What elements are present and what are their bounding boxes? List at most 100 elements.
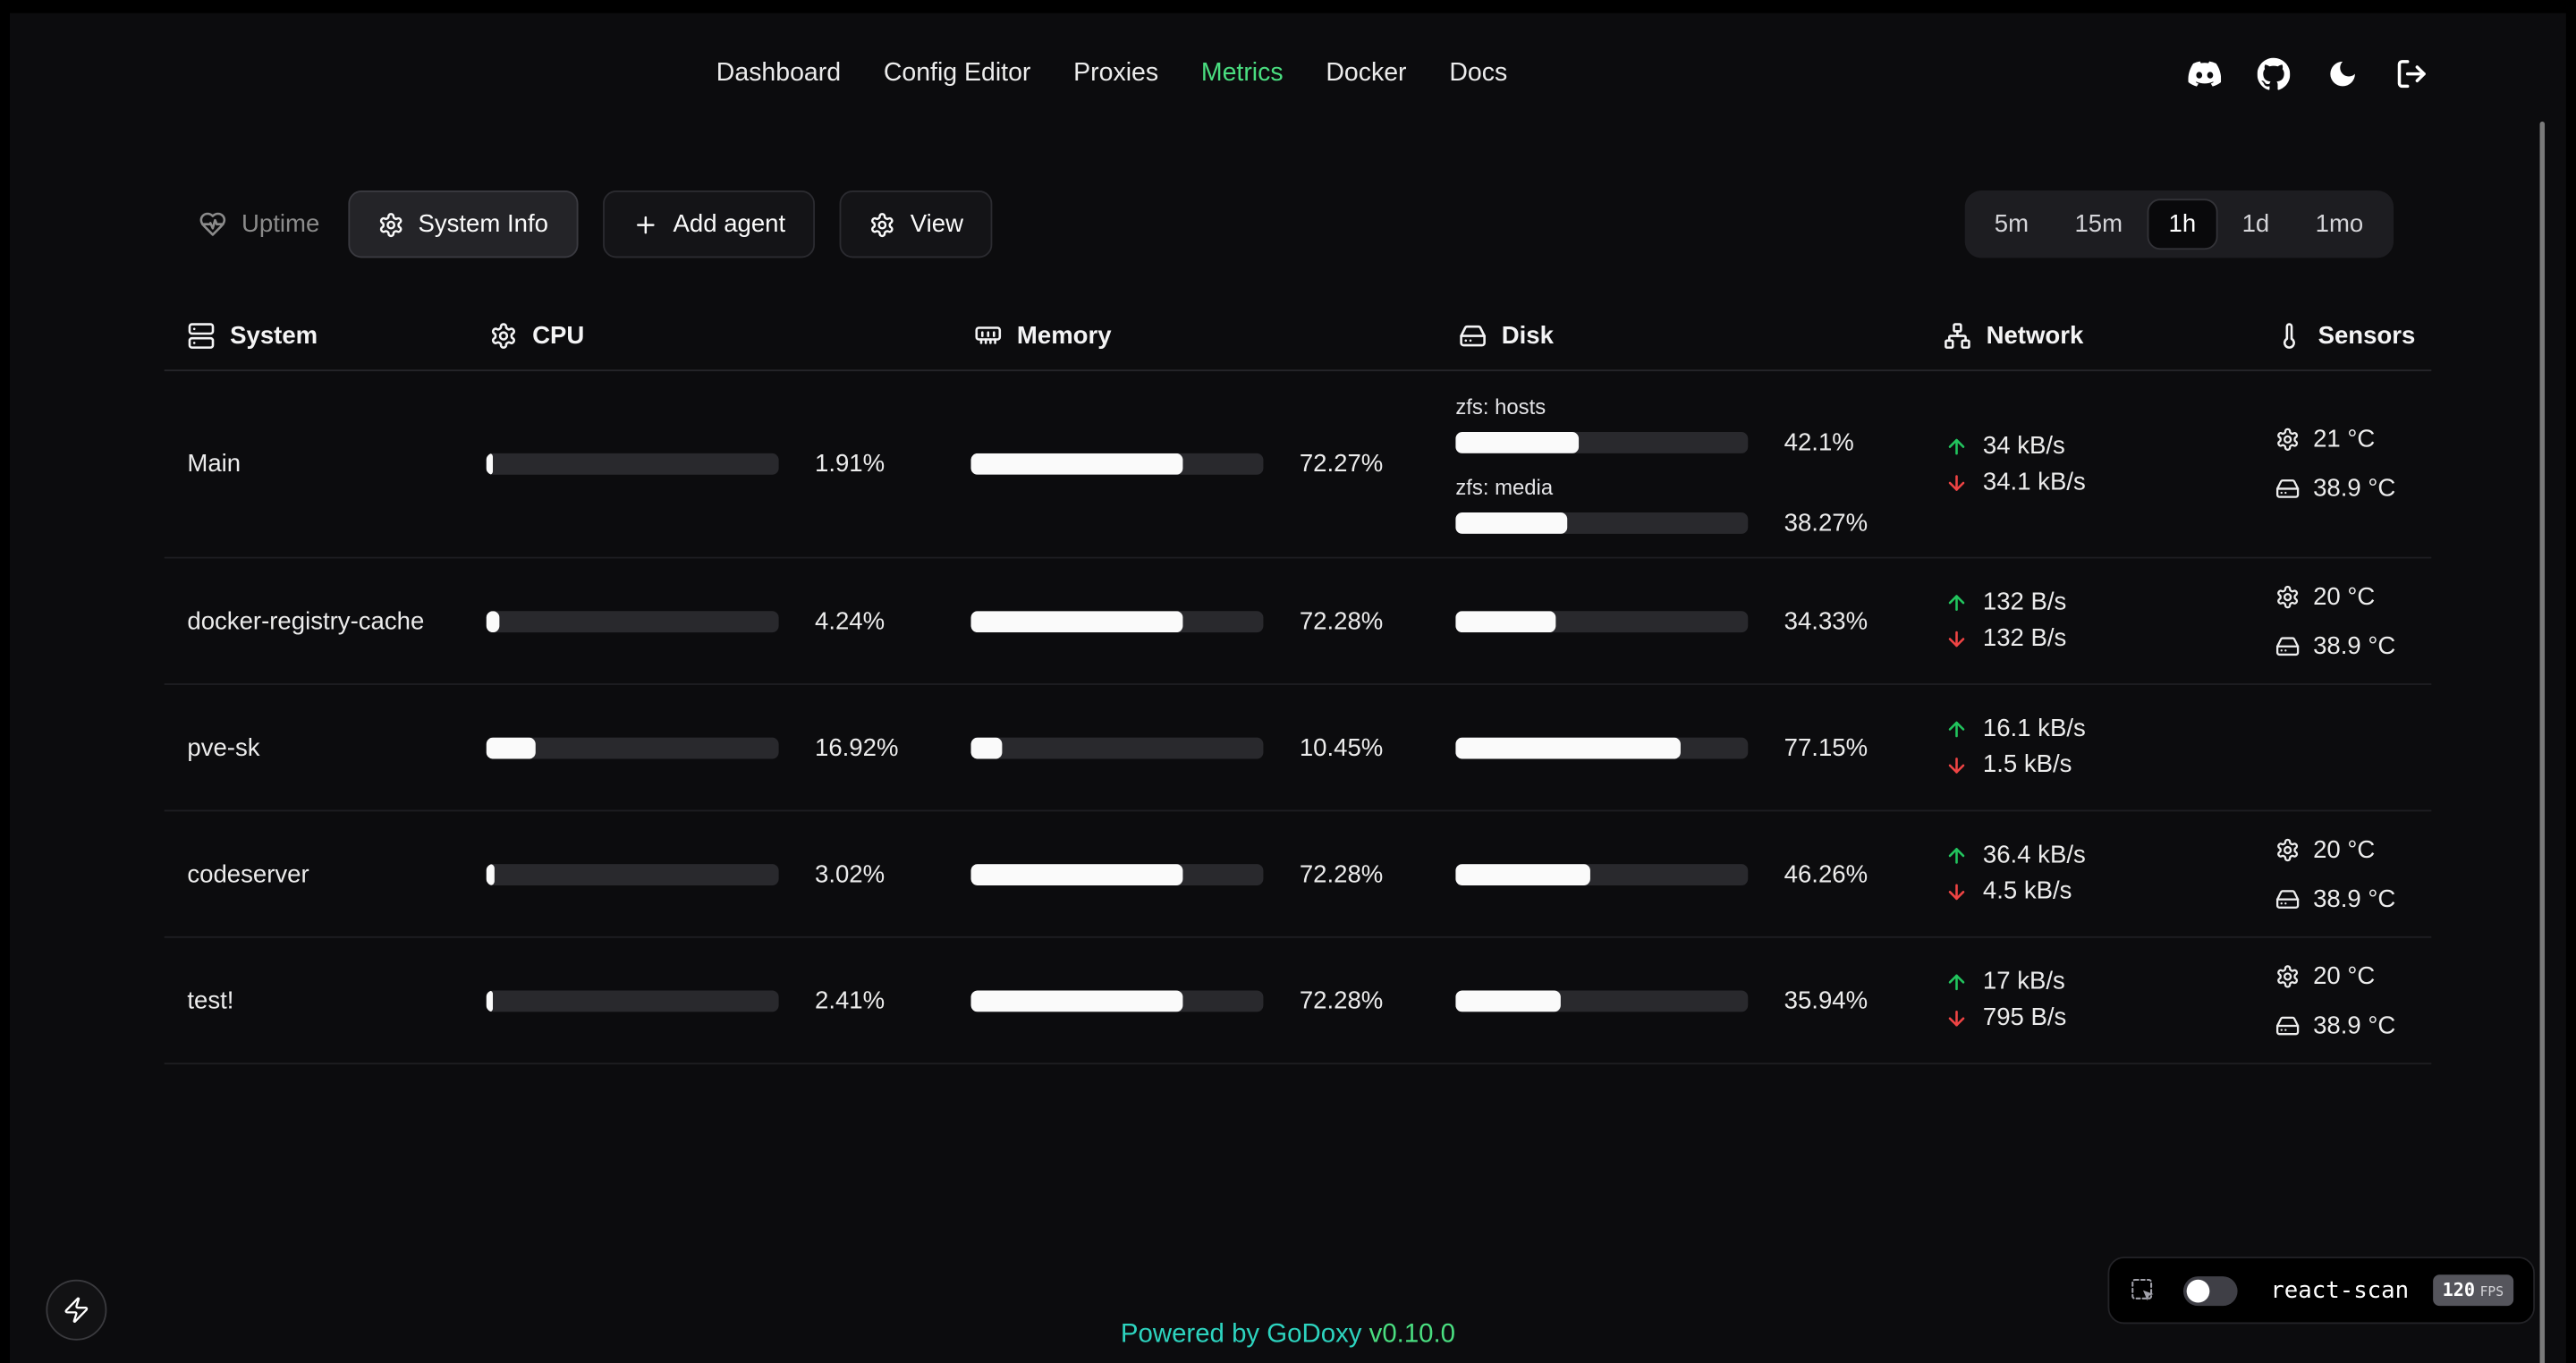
- memory-bar: [970, 610, 1264, 632]
- memory-cell: 10.45%: [970, 733, 1455, 761]
- cpu-value: 1.91%: [815, 450, 886, 478]
- toggle-knob: [2186, 1278, 2210, 1302]
- scrollbar-thumb[interactable]: [2539, 121, 2546, 1363]
- dark-mode-moon-icon[interactable]: [2326, 57, 2360, 90]
- disk-bar: [1455, 512, 1749, 534]
- github-icon[interactable]: [2258, 57, 2291, 90]
- cpu-temp: 21 °C: [2313, 425, 2376, 453]
- network-icon: [1944, 321, 1971, 349]
- time-range-1h[interactable]: 1h: [2147, 199, 2218, 250]
- network-cell: 16.1 kB/s 1.5 kB/s: [1940, 711, 2268, 783]
- disk-temp-icon: [2275, 477, 2301, 502]
- upload-rate: 36.4 kB/s: [1982, 841, 2086, 869]
- cpu-cell: 3.02%: [486, 860, 971, 888]
- cpu-bar: [486, 736, 779, 758]
- cpu-value: 16.92%: [815, 733, 899, 762]
- system-name: pve-sk: [187, 733, 260, 762]
- system-info-label: System Info: [418, 210, 548, 239]
- memory-cell: 72.28%: [970, 860, 1455, 888]
- disk-temp-icon: [2275, 633, 2301, 658]
- disk-value: 34.33%: [1784, 606, 1868, 635]
- time-range-1d[interactable]: 1d: [2241, 210, 2270, 239]
- table-row[interactable]: Main 1.91% 72.27% zfs: hosts 42.1%: [164, 371, 2432, 559]
- download-rate: 34.1 kB/s: [1982, 467, 2086, 495]
- inspect-icon: [2129, 1276, 2157, 1304]
- cpu-temp-icon: [2275, 837, 2301, 862]
- network-cell: 36.4 kB/s 4.5 kB/s: [1940, 838, 2268, 910]
- upload-rate: 16.1 kB/s: [1982, 714, 2086, 743]
- upload-rate: 132 B/s: [1982, 588, 2067, 616]
- godoxy-link[interactable]: GoDoxy: [1267, 1320, 1362, 1349]
- sensors-cell: 20 °C 38.9 °C: [2268, 825, 2431, 923]
- memory-bar: [970, 736, 1264, 758]
- arrow-up-icon: [1945, 844, 1969, 868]
- disk-bar: [1455, 863, 1749, 885]
- disk-value: 38.27%: [1784, 508, 1868, 537]
- discord-icon[interactable]: [2188, 57, 2221, 90]
- cpu-cell: 2.41%: [486, 986, 971, 1015]
- server-icon: [187, 321, 215, 349]
- plus-icon: [632, 211, 658, 237]
- cpu-temp: 20 °C: [2313, 582, 2376, 611]
- header-memory: Memory: [970, 321, 1455, 349]
- table-row[interactable]: test! 2.41% 72.28% 35.94% 17 kB/s 795 B/…: [164, 938, 2432, 1065]
- version-link[interactable]: v0.10.0: [1368, 1320, 1456, 1349]
- cpu-temp: 20 °C: [2313, 961, 2376, 990]
- table-row[interactable]: docker-registry-cache 4.24% 72.28% 34.33…: [164, 558, 2432, 685]
- download-rate: 1.5 kB/s: [1982, 750, 2072, 779]
- system-name: codeserver: [187, 859, 309, 888]
- table-row[interactable]: pve-sk 16.92% 10.45% 77.15% 16.1 kB/s 1.…: [164, 685, 2432, 812]
- disk-bar: [1455, 736, 1749, 758]
- hard-drive-icon: [1459, 321, 1487, 349]
- cpu-temp: 20 °C: [2313, 834, 2376, 864]
- quick-actions-button[interactable]: [46, 1279, 107, 1341]
- arrow-down-icon: [1945, 880, 1969, 903]
- nav-item-proxies[interactable]: Proxies: [1073, 59, 1159, 88]
- gear-icon: [489, 321, 517, 349]
- system-info-button[interactable]: System Info: [347, 190, 579, 258]
- react-scan-toggle[interactable]: [2182, 1275, 2238, 1306]
- download-rate: 4.5 kB/s: [1982, 876, 2072, 906]
- cpu-cell: 1.91%: [486, 450, 971, 478]
- cpu-bar: [486, 610, 779, 632]
- memory-bar: [970, 989, 1264, 1012]
- view-label: View: [910, 210, 963, 239]
- uptime-tab[interactable]: Uptime: [196, 210, 323, 238]
- nav-item-docs[interactable]: Docs: [1449, 59, 1508, 88]
- disk-cell: 46.26%: [1455, 860, 1940, 888]
- fps-unit: FPS: [2479, 1284, 2504, 1300]
- inspect-button[interactable]: [2129, 1276, 2157, 1304]
- logout-icon[interactable]: [2395, 57, 2428, 90]
- add-agent-button[interactable]: Add agent: [602, 190, 816, 258]
- disk-temp: 38.9 °C: [2313, 1011, 2396, 1039]
- time-range-5m[interactable]: 5m: [1994, 210, 2029, 239]
- disk-bar: [1455, 989, 1749, 1012]
- heart-pulse-icon: [199, 210, 226, 238]
- nav-item-dashboard[interactable]: Dashboard: [716, 59, 842, 88]
- view-button[interactable]: View: [839, 190, 994, 258]
- nav-item-config-editor[interactable]: Config Editor: [883, 59, 1031, 88]
- time-range-15m[interactable]: 15m: [2074, 210, 2123, 239]
- cpu-cell: 16.92%: [486, 733, 971, 762]
- time-range-1mo[interactable]: 1mo: [2315, 210, 2364, 239]
- network-cell: 132 B/s 132 B/s: [1940, 585, 2268, 657]
- arrow-up-icon: [1945, 718, 1969, 741]
- cpu-temp-icon: [2275, 584, 2301, 609]
- arrow-up-icon: [1945, 591, 1969, 614]
- cpu-temp-icon: [2275, 963, 2301, 988]
- nav-item-docker[interactable]: Docker: [1326, 59, 1407, 88]
- disk-cell: 35.94%: [1455, 986, 1940, 1014]
- upload-rate: 17 kB/s: [1982, 967, 2065, 996]
- react-scan-widget: react-scan 120 FPS: [2107, 1257, 2536, 1325]
- cpu-value: 2.41%: [815, 986, 886, 1015]
- disk-bar: [1455, 431, 1749, 453]
- disk-label: zfs: hosts: [1455, 393, 1546, 419]
- disk-group-hosts: zfs: hosts 42.1%: [1455, 392, 1940, 456]
- table-row[interactable]: codeserver 3.02% 72.28% 46.26% 36.4 kB/s…: [164, 811, 2432, 938]
- fps-badge: 120 FPS: [2432, 1274, 2514, 1307]
- arrow-down-icon: [1945, 754, 1969, 777]
- memory-value: 10.45%: [1299, 733, 1384, 762]
- memory-value: 72.28%: [1299, 986, 1384, 1015]
- nav-item-metrics[interactable]: Metrics: [1200, 59, 1284, 88]
